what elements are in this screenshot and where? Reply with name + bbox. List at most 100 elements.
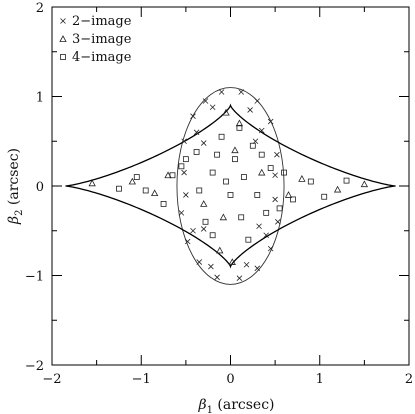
data-point-square [209, 169, 216, 176]
legend-label: 3−image [72, 32, 132, 47]
data-point-cross [200, 226, 207, 232]
data-point-square [160, 200, 167, 207]
data-point-square [238, 214, 245, 221]
x-tick-label: 0 [226, 372, 234, 387]
data-point-cross [243, 261, 250, 268]
data-point-square [227, 192, 234, 198]
tangential-caustic [65, 103, 396, 269]
legend: 2−image 3−image 4−image [59, 14, 132, 65]
data-point-triangle [200, 200, 208, 207]
data-point-cross [181, 138, 187, 145]
data-point-cross [267, 118, 274, 125]
data-point-cross [254, 98, 261, 104]
data-point-square [343, 177, 350, 184]
x-tick-label: −1 [132, 372, 151, 387]
x-tick-label: −2 [42, 372, 61, 387]
y-tick-label: 2 [36, 1, 44, 16]
data-point-cross [274, 151, 280, 158]
data-point-cross [184, 238, 191, 245]
data-point-triangle [231, 146, 239, 154]
data-point-triangle [333, 185, 342, 193]
data-point-triangle [128, 177, 136, 185]
data-point-square [116, 185, 122, 192]
data-point-cross [263, 232, 269, 239]
data-point-cross [214, 274, 220, 281]
data-point-square [209, 232, 216, 239]
data-point-triangle [150, 189, 159, 197]
data-point-square [223, 178, 229, 185]
data-point-cross [275, 219, 281, 225]
data-point-square [249, 142, 256, 149]
data-point-cross [254, 265, 261, 272]
data-point-square [133, 174, 140, 180]
data-point-square [232, 156, 238, 163]
data-point-square [142, 187, 149, 194]
data-point-cross [190, 113, 196, 119]
y-tick-label: −1 [25, 270, 44, 285]
data-point-cross [178, 210, 185, 216]
data-point-square [245, 236, 252, 243]
data-point-cross [190, 227, 196, 234]
data-point-cross [272, 196, 278, 203]
x-tick-label: 1 [316, 372, 324, 387]
data-point-triangle [88, 179, 96, 187]
data-point-cross [183, 192, 189, 198]
data-point-square [267, 165, 274, 172]
y-tick-label: −2 [25, 359, 44, 374]
data-point-cross [208, 263, 214, 270]
data-point-square [240, 174, 247, 180]
legend-label: 4−image [72, 50, 132, 65]
data-point-square [236, 124, 243, 131]
data-point-square [276, 205, 283, 212]
data-point-cross [258, 127, 265, 134]
data-point-cross [196, 259, 203, 265]
legend-marker-triangle [59, 35, 67, 42]
data-point-square [193, 149, 200, 155]
data-point-cross [209, 104, 216, 111]
data-point-square [182, 156, 189, 163]
data-point-triangle [298, 175, 306, 182]
data-point-cross [256, 223, 262, 230]
data-point-triangle [235, 119, 244, 127]
data-point-cross [202, 98, 209, 104]
data-point-cross [200, 140, 207, 146]
data-point-triangle [284, 191, 293, 198]
data-point-square [178, 163, 185, 170]
data-point-square [290, 196, 296, 203]
y-axis-label: β2 (arcsec) [6, 148, 25, 225]
data-point-triangle [216, 246, 224, 254]
data-point-square [258, 151, 265, 158]
x-tick-label: 2 [405, 372, 413, 387]
data-point-cross [272, 172, 278, 179]
data-point-square [214, 151, 221, 158]
data-point-square [281, 169, 287, 176]
data-point-triangle [219, 213, 228, 221]
data-point-square [254, 192, 261, 198]
data-point-cross [267, 245, 274, 252]
y-tick-label: 0 [36, 180, 44, 195]
axis-labels: β1 (arcsec) β2 (arcsec) [6, 148, 275, 414]
legend-marker-square [60, 54, 66, 60]
radial-caustic-ellipse [176, 87, 285, 285]
x-axis-label: β1 (arcsec) [197, 397, 274, 414]
data-point-triangle [360, 180, 369, 188]
data-point-cross [236, 275, 243, 281]
data-point-cross [193, 129, 200, 136]
axis-ticks: −2 −1 0 1 2 −2 −1 0 1 2 [25, 1, 413, 387]
legend-label: 2−image [72, 14, 132, 29]
data-point-cross [247, 107, 253, 113]
data-point-triangle [222, 108, 230, 116]
data-point-cross [218, 89, 225, 95]
data-point-cross [238, 89, 244, 95]
data-point-triangle [164, 171, 172, 179]
caustic-curves [65, 87, 396, 285]
data-point-square [196, 187, 203, 194]
data-point-square [307, 178, 314, 185]
legend-marker-cross [60, 18, 66, 24]
data-point-triangle [228, 258, 236, 265]
data-point-square [321, 193, 328, 200]
data-point-square [169, 172, 176, 179]
data-point-square [263, 209, 270, 216]
data-point-square [218, 133, 225, 140]
